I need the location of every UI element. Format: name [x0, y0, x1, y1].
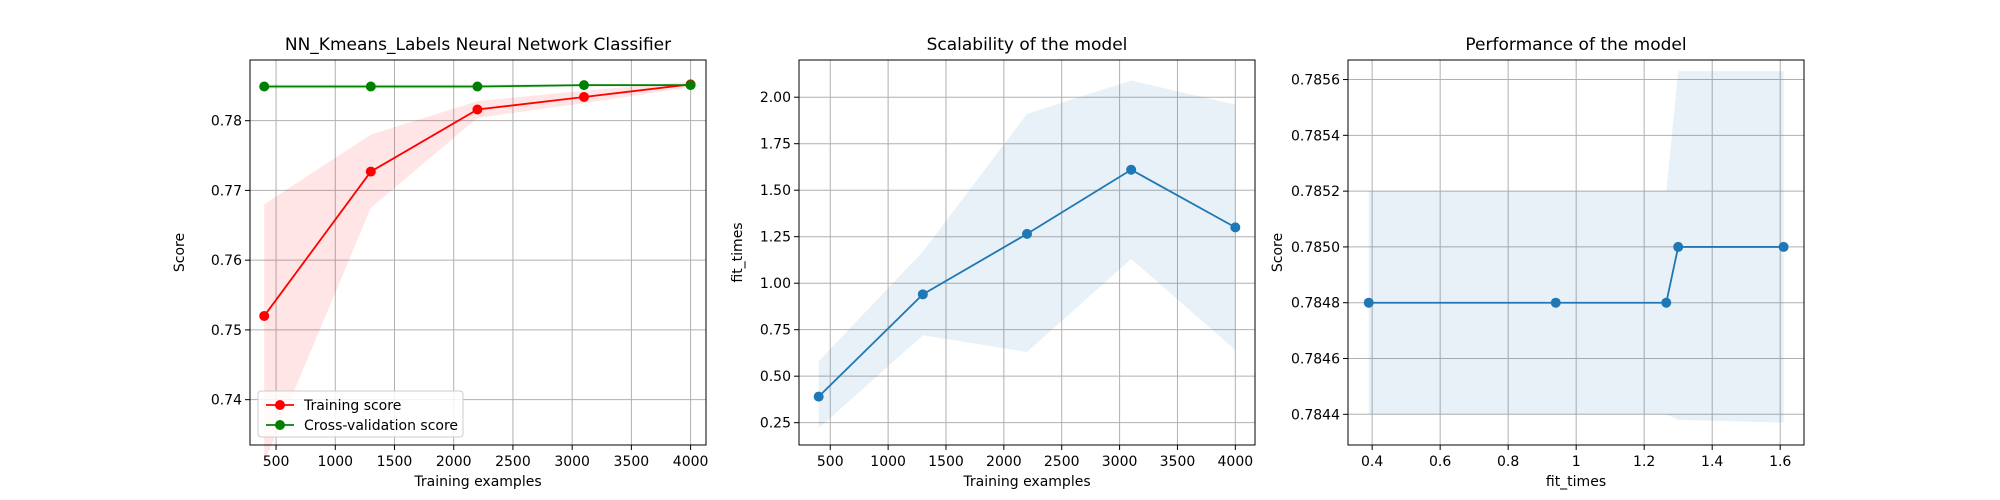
y-tick-label: 2.00	[760, 90, 791, 106]
y-tick-label: 1.75	[760, 137, 791, 153]
x-tick-label: 1.2	[1633, 454, 1655, 470]
legend-label-2: Cross-validation score	[304, 418, 458, 434]
x-tick-label: 2000	[436, 454, 472, 470]
legend-box	[257, 390, 464, 438]
x-tick-label: 1000	[317, 454, 353, 470]
y-tick-label: 0.76	[211, 253, 242, 269]
data-point	[259, 81, 270, 92]
data-point	[365, 166, 376, 177]
y-tick-label: 0.78	[211, 114, 242, 130]
x-tick-label: 1	[1572, 454, 1581, 470]
x-tick-label: 3500	[614, 454, 650, 470]
x-axis-label: fit_times	[1546, 474, 1606, 490]
series-band-1	[1368, 71, 1784, 423]
x-tick-label: 2500	[495, 454, 531, 470]
chart-title: Scalability of the model	[927, 35, 1128, 55]
x-tick-label: 0.8	[1497, 454, 1519, 470]
chart-title: Performance of the model	[1465, 35, 1686, 55]
y-axis-label: Score	[172, 233, 188, 272]
chart-panel-3: 0.4 0.6 0.8 1 1.2 1.4 1.6 0.7844 0.7846 0.7848 0.7…	[1270, 35, 1805, 490]
data-point	[1550, 297, 1561, 308]
data-point	[917, 289, 928, 300]
axes-frame	[798, 59, 1256, 446]
y-axis-label: Score	[1270, 233, 1286, 272]
y-tick-label: 0.50	[760, 369, 791, 385]
y-tick-label: 1.50	[760, 183, 791, 199]
x-axis-label: Training examples	[413, 474, 541, 490]
data-point	[1661, 297, 1672, 308]
chart-panel-1: 500 1000 1500 2000 2500 3000 3500 4000 0.74 0.75 0…	[172, 35, 708, 490]
x-tick-label: 1.4	[1701, 454, 1723, 470]
data-point	[579, 91, 590, 102]
y-tick-label: 0.7850	[1291, 240, 1340, 256]
y-axis-label: fit_times	[730, 222, 746, 282]
x-tick-label: 4000	[1218, 454, 1254, 470]
chart-panel-2: 500 1000 1500 2000 2500 3000 3500 4000 0.25 0.50 0…	[730, 35, 1256, 490]
legend-label-1: Training score	[303, 398, 401, 414]
legend: Training score Cross-validation score	[257, 390, 464, 438]
y-tick-label: 0.74	[211, 393, 242, 409]
y-tick-label: 0.7846	[1291, 352, 1340, 368]
y-tick-label: 0.7856	[1291, 73, 1340, 89]
data-point	[1363, 297, 1374, 308]
y-tick-label: 0.7844	[1291, 407, 1340, 423]
x-tick-label: 1500	[377, 454, 413, 470]
x-axis-label: Training examples	[962, 474, 1090, 490]
y-tick-label: 0.7852	[1291, 184, 1340, 200]
x-tick-label: 500	[263, 454, 290, 470]
y-tick-label: 0.7854	[1291, 128, 1340, 144]
y-tick-label: 1.25	[760, 230, 791, 246]
x-tick-label: 0.6	[1429, 454, 1451, 470]
x-tick-label: 1500	[928, 454, 964, 470]
y-tick-label: 0.75	[211, 323, 242, 339]
data-point	[1778, 241, 1789, 252]
y-tick-label: 1.00	[760, 276, 791, 292]
data-point	[259, 310, 270, 321]
y-tick-label: 0.77	[211, 183, 242, 199]
data-point	[1126, 164, 1137, 175]
x-tick-label: 3000	[1102, 454, 1138, 470]
x-tick-label: 4000	[673, 454, 709, 470]
y-tick-label: 0.75	[760, 323, 791, 339]
data-point	[813, 391, 824, 402]
series-band-1	[264, 81, 691, 463]
x-tick-label: 1.6	[1769, 454, 1791, 470]
x-tick-label: 2000	[986, 454, 1022, 470]
x-tick-label: 0.4	[1361, 454, 1383, 470]
legend-marker-2	[275, 420, 285, 430]
x-tick-label: 500	[817, 454, 844, 470]
x-tick-label: 2500	[1044, 454, 1080, 470]
x-tick-label: 3000	[554, 454, 590, 470]
data-point	[685, 80, 696, 91]
y-tick-label: 0.25	[760, 416, 791, 432]
chart-title: NN_Kmeans_Labels Neural Network Classifi…	[285, 35, 671, 55]
data-point	[1230, 222, 1241, 233]
data-point	[472, 104, 483, 115]
legend-marker-1	[275, 400, 285, 410]
data-point	[1022, 228, 1032, 239]
data-point	[365, 81, 376, 92]
x-tick-label: 3500	[1160, 454, 1196, 470]
y-tick-label: 0.7848	[1291, 296, 1340, 312]
x-tick-label: 1000	[870, 454, 906, 470]
data-point	[1673, 241, 1684, 252]
data-point	[579, 80, 590, 91]
data-point	[472, 81, 483, 92]
axes-frame	[249, 59, 707, 446]
